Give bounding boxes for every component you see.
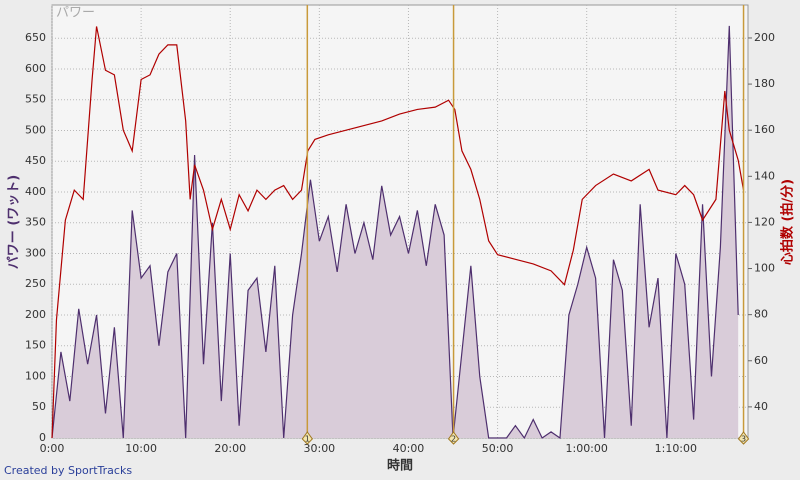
y-tick-label: 250 xyxy=(25,277,46,290)
x-tick-label: 40:00 xyxy=(393,442,425,455)
x-axis-label: 時間 xyxy=(387,458,413,474)
lap-diamond xyxy=(447,431,460,445)
y2-tick-label: 100 xyxy=(754,262,775,275)
chart-title: パワー xyxy=(56,6,95,21)
y-tick-label: 50 xyxy=(32,400,46,413)
y2-tick-label: 60 xyxy=(754,354,768,367)
x-tick-label: 50:00 xyxy=(482,442,514,455)
lap-label: 2 xyxy=(451,435,456,444)
y-tick-label: 100 xyxy=(25,369,46,382)
y-tick-label: 350 xyxy=(25,216,46,229)
y-tick-label: 300 xyxy=(25,246,46,259)
y-tick-label: 150 xyxy=(25,339,46,352)
lap-diamond xyxy=(737,431,750,445)
x-tick-label: 1:10:00 xyxy=(655,442,697,455)
y2-tick-label: 160 xyxy=(754,123,775,136)
x-tick-label: 10:00 xyxy=(125,442,157,455)
y-tick-label: 550 xyxy=(25,93,46,106)
x-tick-label: 1:00:00 xyxy=(565,442,607,455)
x-tick-label: 20:00 xyxy=(214,442,246,455)
y2-tick-label: 200 xyxy=(754,31,775,44)
heart-rate-line xyxy=(51,26,745,439)
lap-label: 3 xyxy=(741,435,746,444)
footer: Created by SportTracks xyxy=(4,464,132,477)
y-tick-label: 200 xyxy=(25,308,46,321)
y2-tick-label: 40 xyxy=(754,400,768,413)
y2-tick-label: 180 xyxy=(754,77,775,90)
y-tick-label: 500 xyxy=(25,123,46,136)
y-tick-label: 400 xyxy=(25,185,46,198)
y-tick-label: 450 xyxy=(25,154,46,167)
y2-tick-label: 80 xyxy=(754,308,768,321)
x-tick-label: 30:00 xyxy=(303,442,335,455)
lap-label: 1 xyxy=(305,435,310,444)
x-tick-label: 0:00 xyxy=(40,442,65,455)
y2-tick-label: 140 xyxy=(754,169,775,182)
y2-tick-label: 120 xyxy=(754,215,775,228)
y-tick-label: 650 xyxy=(25,31,46,44)
y-tick-label: 600 xyxy=(25,62,46,75)
power-area xyxy=(52,25,739,439)
lap-diamond xyxy=(301,431,313,445)
y2-axis-label: 心拍数 (拍/分) xyxy=(780,179,796,265)
y-tick-label: 0 xyxy=(39,431,46,444)
y-axis-label: パワー (ワット) xyxy=(7,175,22,269)
power-line xyxy=(51,25,739,440)
